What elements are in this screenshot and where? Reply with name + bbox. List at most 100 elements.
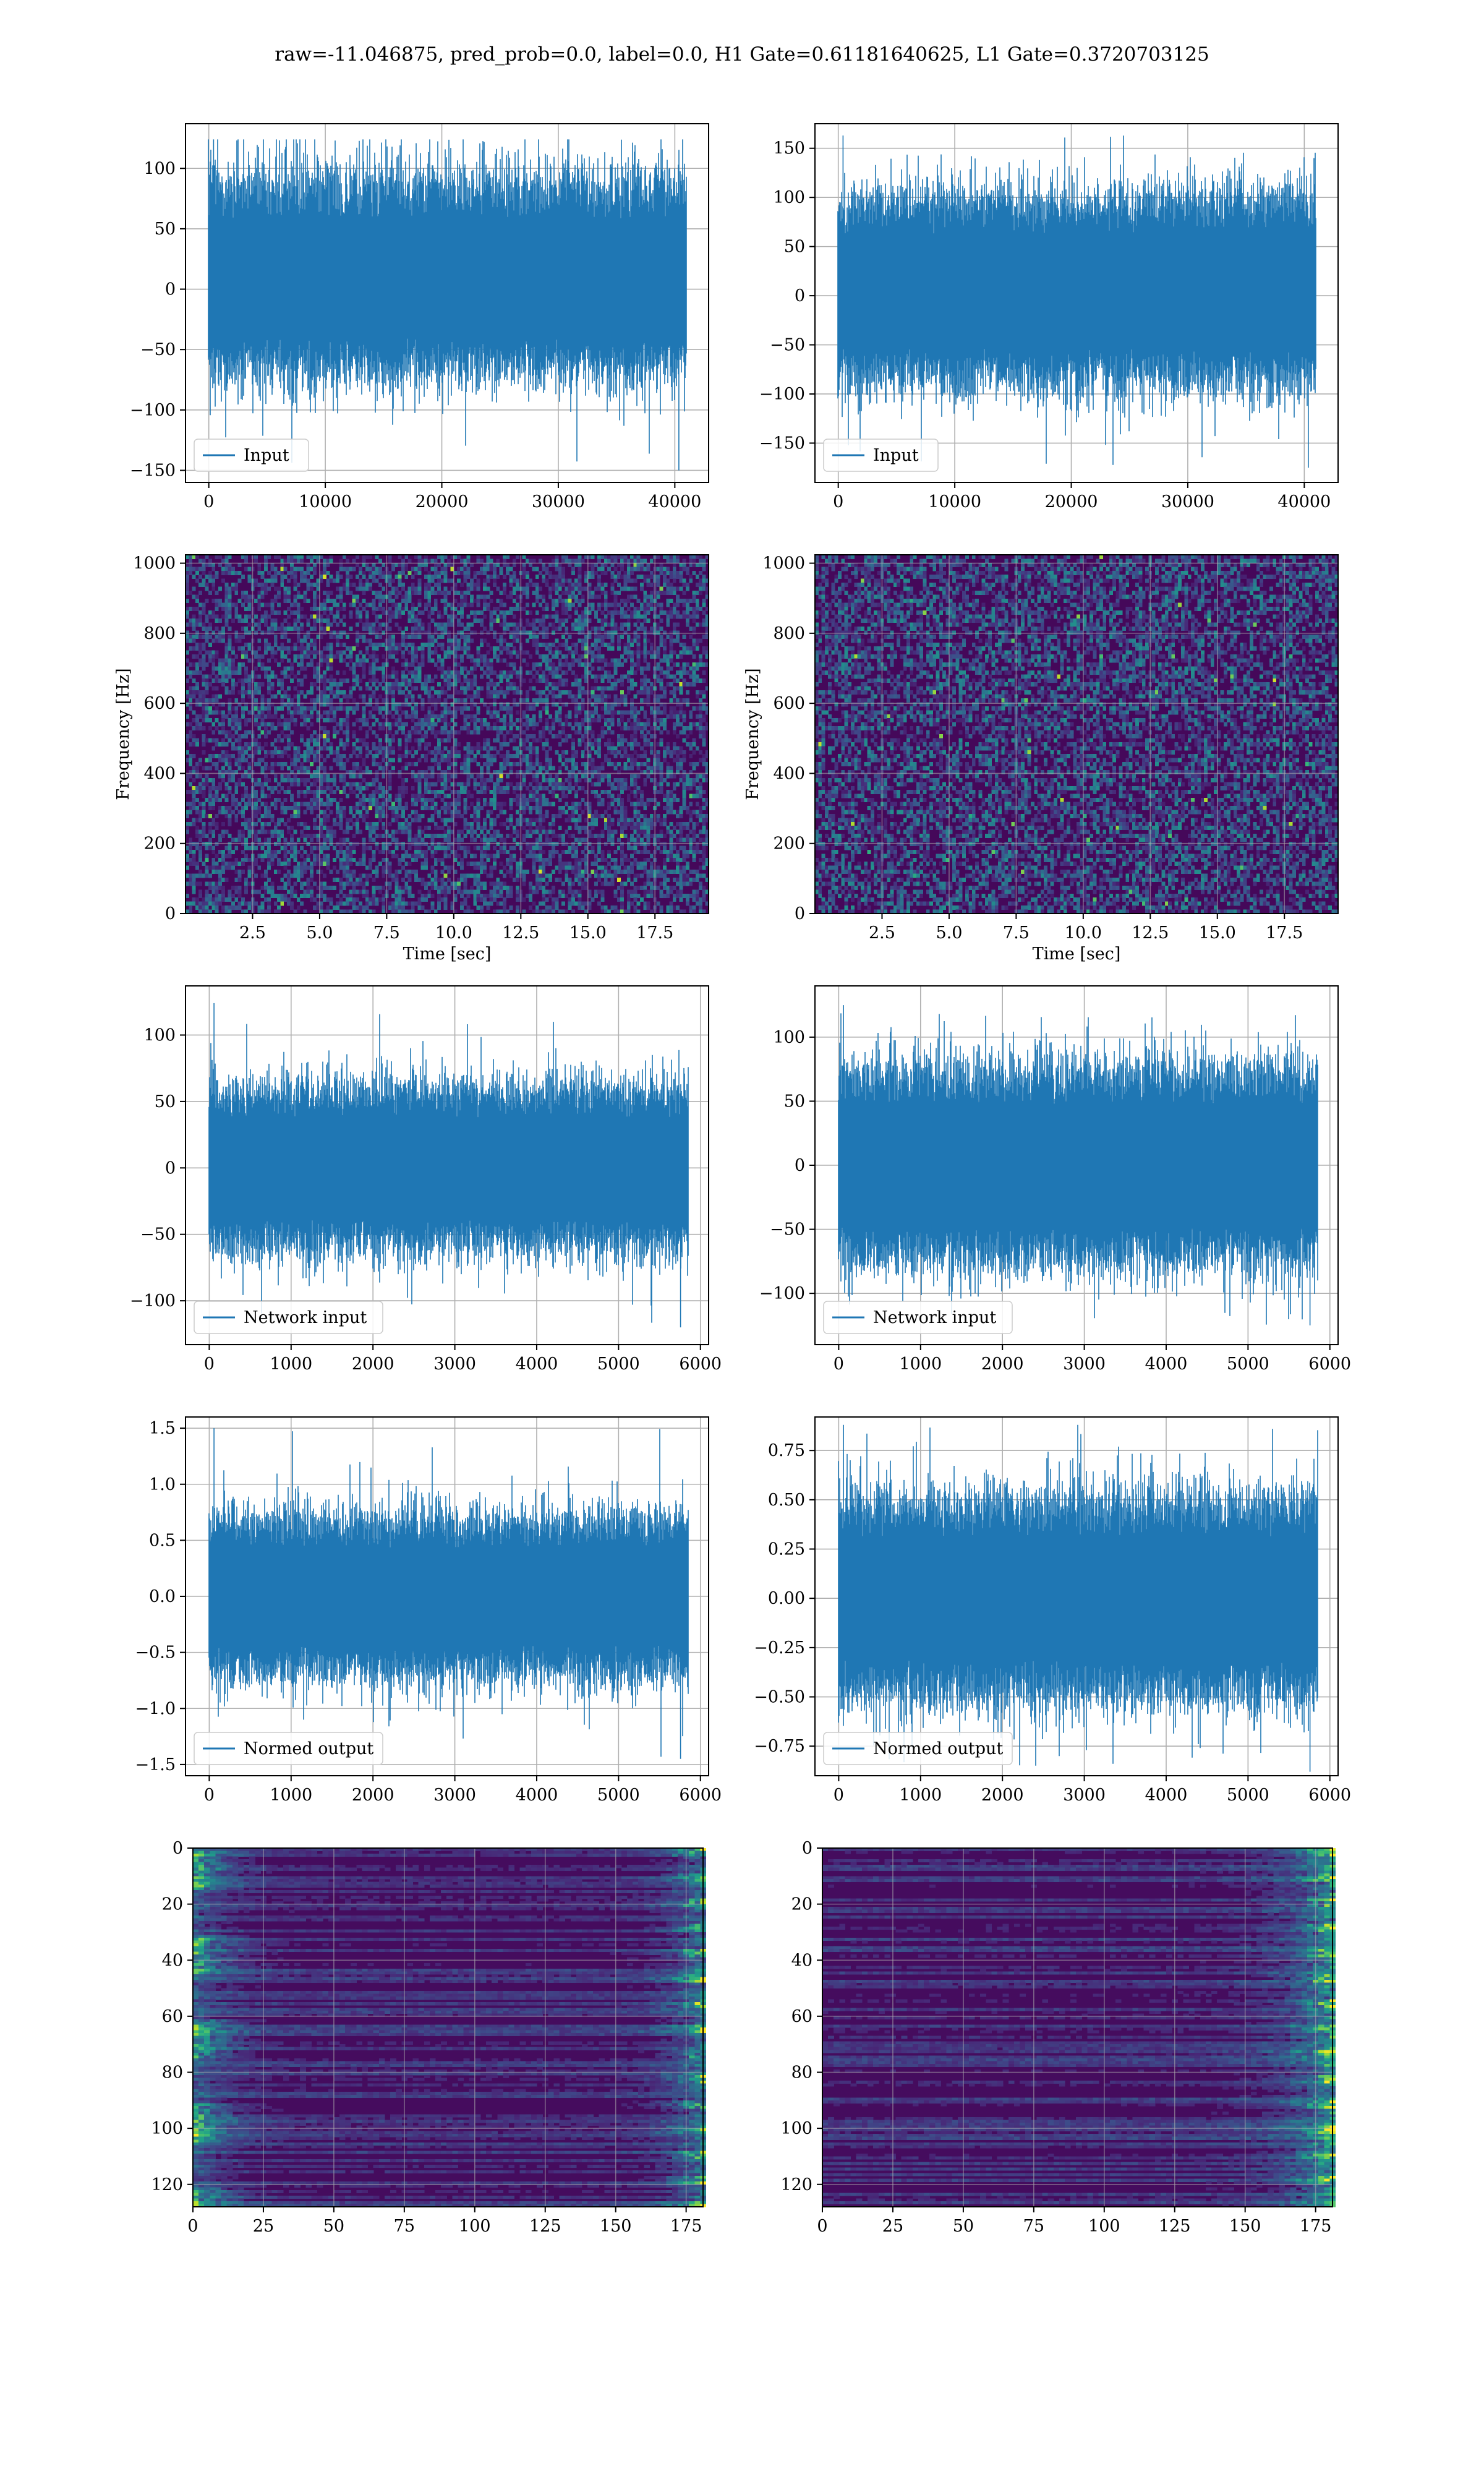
spectrogram-cell — [404, 662, 408, 667]
spectrogram-cell — [228, 591, 232, 595]
spectrogram-cell — [202, 738, 205, 742]
spectrogram-cell — [470, 583, 474, 587]
spectrogram-cell — [307, 766, 310, 771]
spectrogram-cell — [552, 726, 555, 730]
spectrogram-cell — [437, 615, 441, 619]
spectrogram-cell — [382, 698, 385, 703]
spectrogram-cell — [679, 750, 683, 755]
spectrogram-cell — [535, 618, 539, 623]
spectrogram-cell — [574, 607, 578, 611]
spectrogram-cell — [493, 754, 497, 758]
spectrogram-cell — [673, 651, 676, 655]
spectrogram-cell — [571, 571, 575, 575]
spectrogram-cell — [427, 571, 431, 575]
spectrogram-cell — [352, 746, 356, 750]
spectrogram-cell — [261, 695, 265, 699]
spectrogram-cell — [666, 623, 670, 627]
spectrogram-cell — [548, 643, 552, 647]
spectrogram-cell — [470, 698, 474, 703]
spectrogram-cell — [427, 579, 431, 583]
spectrogram-cell — [208, 579, 212, 583]
spectrogram-cell — [477, 718, 480, 722]
spectrogram-cell — [480, 674, 484, 678]
spectrogram-cell — [630, 758, 634, 763]
spectrogram-cell — [228, 599, 232, 603]
spectrogram-cell — [633, 638, 637, 643]
spectrogram-cell — [365, 627, 369, 631]
spectrogram-cell — [208, 615, 212, 619]
spectrogram-cell — [601, 638, 605, 643]
spectrogram-cell — [362, 714, 366, 719]
spectrogram-cell — [607, 730, 611, 735]
spectrogram-cell — [574, 627, 578, 631]
spectrogram-cell — [568, 615, 572, 619]
spectrogram-cell — [192, 618, 196, 623]
spectrogram-cell — [597, 738, 601, 742]
spectrogram-cell — [198, 591, 202, 595]
spectrogram-cell — [643, 659, 647, 663]
spectrogram-cell — [271, 754, 275, 758]
spectrogram-cell — [205, 627, 209, 631]
spectrogram-cell — [248, 579, 252, 583]
spectrogram-cell — [330, 710, 333, 714]
spectrogram-cell — [552, 662, 555, 667]
spectrogram-cell — [411, 635, 415, 639]
spectrogram-cell — [604, 583, 608, 587]
spectrogram-cell — [640, 722, 644, 727]
spectrogram-cell — [477, 687, 480, 691]
spectrogram-cell — [545, 750, 549, 755]
spectrogram-cell — [437, 571, 441, 575]
spectrogram-cell — [510, 662, 513, 667]
spectrogram-cell — [656, 750, 660, 755]
spectrogram-cell — [261, 718, 265, 722]
spectrogram-cell — [676, 698, 680, 703]
spectrogram-cell — [244, 599, 248, 603]
spectrogram-cell — [277, 738, 281, 742]
spectrogram-cell — [581, 774, 585, 778]
spectrogram-cell — [487, 594, 490, 599]
spectrogram-cell — [683, 726, 686, 730]
spectrogram-cell — [388, 618, 392, 623]
spectrogram-cell — [470, 630, 474, 635]
spectrogram-cell — [224, 750, 228, 755]
spectrogram-cell — [378, 627, 382, 631]
spectrogram-cell — [500, 638, 503, 643]
spectrogram-cell — [571, 654, 575, 659]
spectrogram-cell — [388, 555, 392, 559]
spectrogram-cell — [447, 635, 451, 639]
spectrogram-cell — [431, 635, 435, 639]
spectrogram-cell — [643, 734, 647, 738]
spectrogram-cell — [313, 706, 317, 711]
spectrogram-cell — [673, 678, 676, 683]
spectrogram-cell — [231, 754, 235, 758]
spectrogram-cell — [594, 659, 598, 663]
spectrogram-cell — [630, 571, 634, 575]
spectrogram-cell — [356, 623, 359, 627]
spectrogram-cell — [231, 742, 235, 747]
spectrogram-cell — [558, 742, 562, 747]
spectrogram-cell — [394, 670, 398, 675]
spectrogram-cell — [633, 630, 637, 635]
spectrogram-cell — [555, 674, 559, 678]
spectrogram-cell — [248, 674, 252, 678]
spectrogram-cell — [417, 778, 421, 782]
spectrogram-cell — [417, 571, 421, 575]
spectrogram-cell — [417, 579, 421, 583]
spectrogram-cell — [195, 607, 199, 611]
spectrogram-cell — [503, 618, 506, 623]
spectrogram-cell — [529, 687, 532, 691]
spectrogram-cell — [307, 579, 310, 583]
spectrogram-cell — [284, 722, 288, 727]
spectrogram-cell — [202, 674, 205, 678]
spectrogram-cell — [624, 571, 628, 575]
spectrogram-cell — [440, 754, 444, 758]
spectrogram-cell — [666, 654, 670, 659]
spectrogram-cell — [539, 678, 542, 683]
spectrogram-cell — [607, 674, 611, 678]
spectrogram-cell — [699, 579, 702, 583]
spectrogram-cell — [189, 742, 192, 747]
spectrogram-cell — [526, 587, 529, 591]
spectrogram-cell — [460, 623, 464, 627]
spectrogram-cell — [414, 567, 418, 571]
spectrogram-cell — [647, 630, 650, 635]
